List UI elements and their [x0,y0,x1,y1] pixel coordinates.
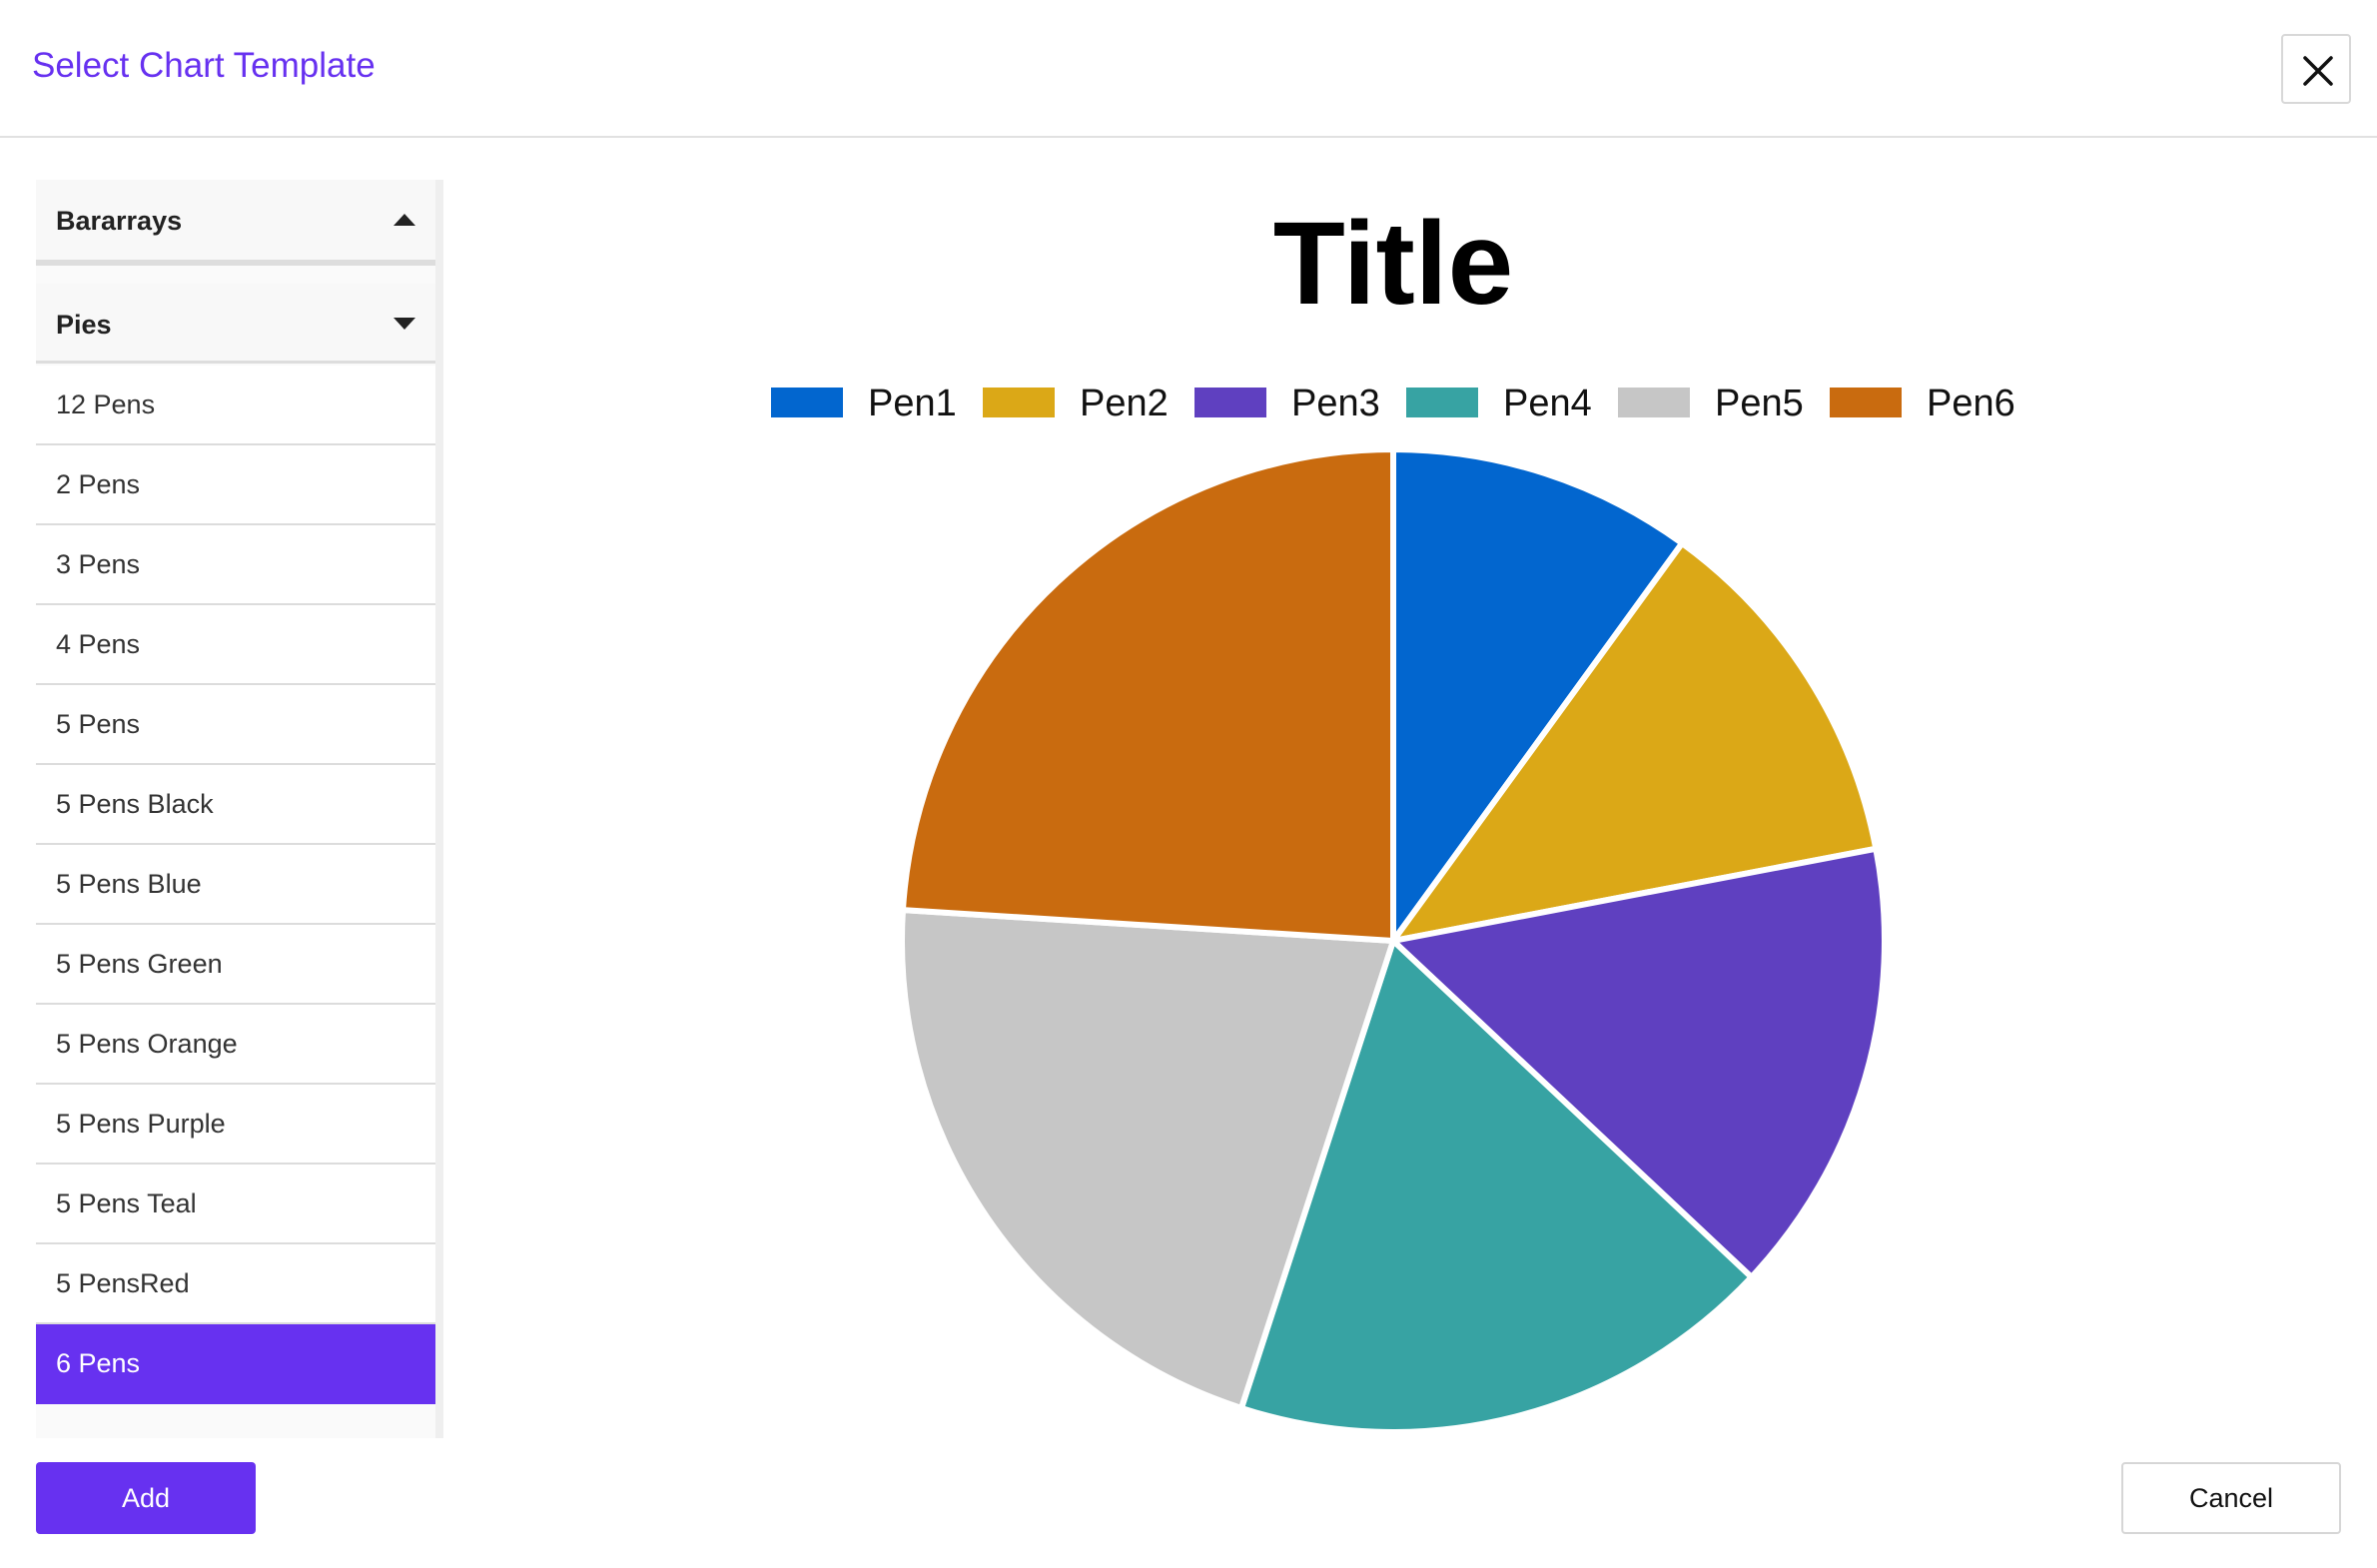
caret-down-icon [394,318,415,330]
template-item[interactable]: 5 Pens Teal [36,1165,435,1244]
template-sidebar[interactable]: Bararrays Pies 12 Pens 2 Pens 3 Pens 4 Pens… [36,180,443,1438]
legend-label: Pen5 [1715,383,1804,424]
legend-label: Pen3 [1291,383,1380,424]
legend-swatch [1618,388,1690,417]
template-item-label: 5 Pens Orange [56,1029,238,1059]
template-item[interactable]: 2 Pens [36,445,435,525]
group-label: Bararrays [56,206,183,236]
template-item[interactable]: 4 Pens [36,605,435,685]
template-item-label: 5 Pens Purple [56,1109,226,1139]
dialog-title: Select Chart Template [32,46,376,85]
template-item-label: 6 Pens [56,1348,141,1378]
legend-label: Pen1 [868,383,957,424]
legend-swatch [1830,388,1902,417]
caret-up-icon [394,214,415,226]
pie-slice-pen4 [1237,935,1756,1435]
template-list: 12 Pens 2 Pens 3 Pens 4 Pens 5 Pens 5 Pens Bl… [36,366,435,1404]
template-item-label: 2 Pens [56,469,141,499]
template-item-label: 5 Pens Blue [56,869,202,899]
template-item-label: 5 Pens Green [56,949,223,979]
template-item-label: 3 Pens [56,549,141,579]
template-item[interactable]: 5 PensRed [36,1244,435,1324]
template-item[interactable]: 5 Pens Blue [36,845,435,925]
group-label: Pies [56,310,112,340]
dialog-header: Select Chart Template [0,0,2377,138]
template-item-label: 5 Pens Black [56,789,214,819]
pie-chart: Pen1 Pen2 Pen3 Pen4 Pen5 Pen6 [771,383,2015,1435]
pie-slice-pen1 [1390,445,1687,951]
cancel-button[interactable]: Cancel [2121,1462,2341,1534]
legend-swatch [771,388,843,417]
close-button[interactable] [2281,34,2351,104]
legend-swatch [983,388,1055,417]
close-icon [2303,56,2333,86]
pie-slice-pen2 [1386,538,1880,946]
legend-swatch [1406,388,1478,417]
template-item[interactable]: 6 Pens [36,1324,435,1404]
template-item-label: 5 Pens [56,709,141,739]
group-header-pies[interactable]: Pies [36,284,435,364]
template-item-label: 5 Pens Teal [56,1188,197,1218]
legend-label: Pen4 [1503,383,1592,424]
template-item[interactable]: 5 Pens [36,685,435,765]
template-item-label: 12 Pens [56,390,156,419]
template-item-label: 5 PensRed [56,1268,190,1298]
add-button[interactable]: Add [36,1462,256,1534]
template-item[interactable]: 5 Pens Black [36,765,435,845]
template-item[interactable]: 3 Pens [36,525,435,605]
template-item[interactable]: 5 Pens Purple [36,1085,435,1165]
legend-swatch [1194,388,1266,417]
legend-label: Pen2 [1080,383,1169,424]
pie-slice-pen6 [899,445,1396,945]
group-header-bararrays[interactable]: Bararrays [36,180,435,266]
template-item[interactable]: 5 Pens Green [36,925,435,1005]
template-item-label: 4 Pens [56,629,141,659]
chart-title: Title [1272,198,1514,330]
pie-slice-pen3 [1386,845,1888,1282]
template-item[interactable]: 12 Pens [36,366,435,445]
template-item[interactable]: 5 Pens Orange [36,1005,435,1085]
legend-label: Pen6 [1927,383,2015,424]
pie-slice-pen5 [899,906,1398,1412]
